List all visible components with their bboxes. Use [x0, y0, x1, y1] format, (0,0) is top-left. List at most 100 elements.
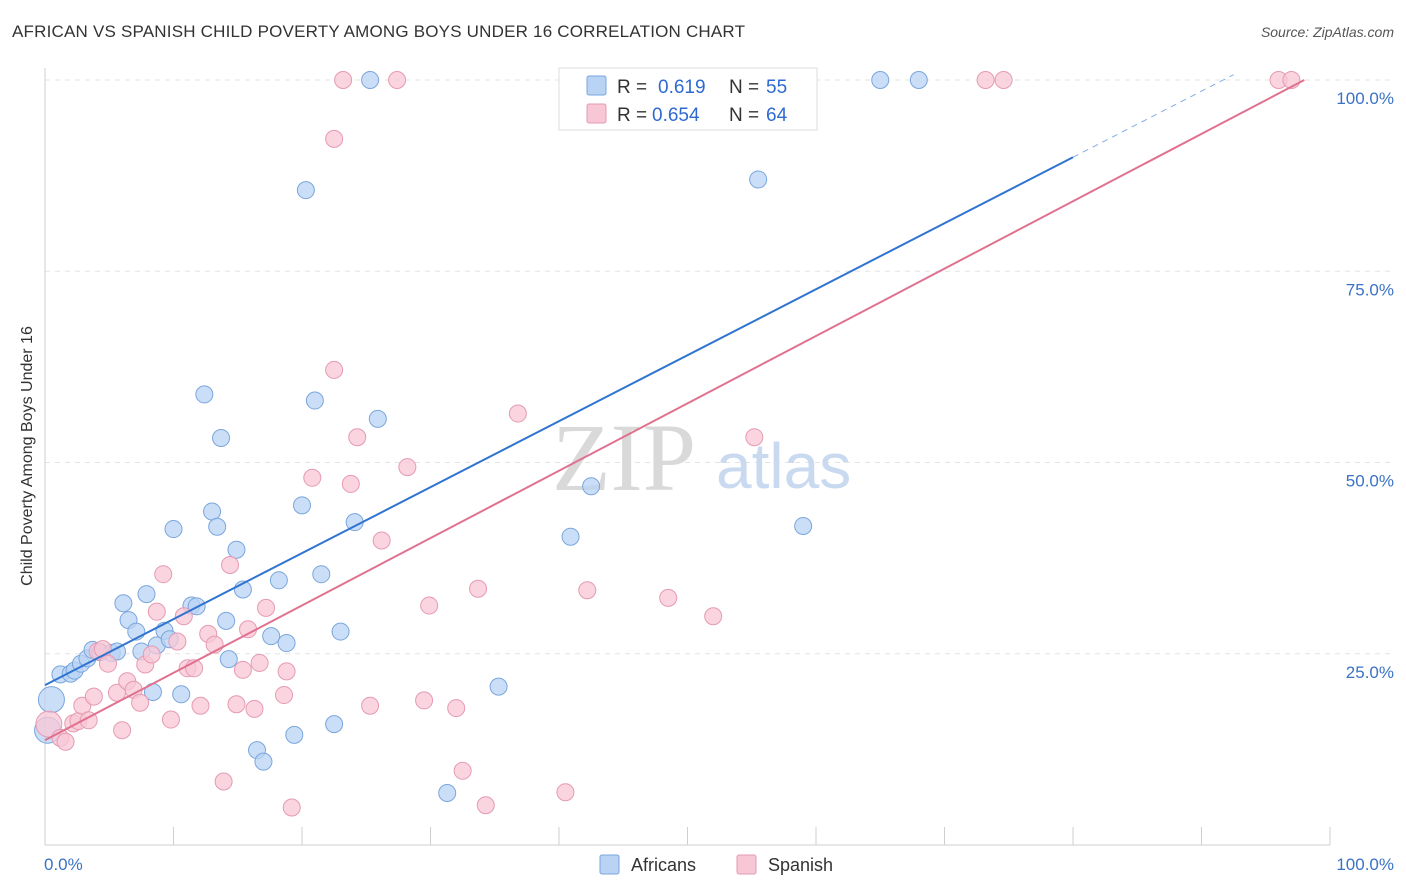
series-spanish — [35, 71, 1301, 817]
african-point-49 — [561, 527, 580, 546]
african-point-35 — [269, 571, 288, 590]
african-point-27 — [212, 429, 231, 448]
spanish-point-47 — [388, 71, 407, 89]
spanish-point-61 — [976, 71, 995, 89]
x-tick-labels: 0.0% 100.0% — [44, 855, 1394, 874]
african-point-11 — [114, 594, 133, 613]
spanish-point-43 — [341, 474, 360, 493]
bottom-legend-spanish-swatch — [736, 854, 757, 875]
spanish-point-2 — [56, 732, 75, 751]
legend-africans-r-label: R = — [617, 77, 647, 98]
spanish-point-62 — [994, 71, 1013, 89]
legend-spanish-n-label: N = — [729, 105, 759, 126]
spanish-point-60 — [745, 428, 764, 447]
legend-africans-n-label: N = — [729, 77, 759, 98]
spanish-point-41 — [325, 360, 344, 379]
african-point-15 — [137, 585, 156, 604]
spanish-point-15 — [131, 693, 150, 712]
spanish-point-58 — [659, 588, 678, 607]
african-point-48 — [489, 677, 508, 696]
african-trend-extension — [1072, 74, 1234, 158]
legend-box: R = 0.619 N = 55 R = 0.654 N = 64 — [558, 67, 818, 131]
legend-africans-n-value: 55 — [766, 77, 787, 98]
african-point-33 — [254, 752, 273, 771]
african-point-28 — [217, 611, 236, 630]
spanish-point-53 — [469, 579, 488, 598]
chart-title: AFRICAN VS SPANISH CHILD POVERTY AMONG B… — [12, 22, 746, 41]
y-tick-label-0: 25.0% — [1346, 663, 1394, 682]
spanish-point-7 — [84, 687, 103, 706]
spanish-trend-line — [44, 79, 1305, 742]
african-trend-line — [44, 156, 1074, 687]
spanish-point-25 — [191, 696, 210, 715]
spanish-point-28 — [214, 772, 233, 791]
spanish-point-18 — [147, 602, 166, 621]
spanish-point-50 — [420, 596, 439, 615]
bottom-legend: Africans Spanish — [599, 854, 833, 875]
spanish-point-52 — [453, 761, 472, 780]
spanish-point-29 — [221, 556, 240, 575]
african-point-53 — [871, 71, 890, 89]
african-point-51 — [749, 170, 768, 189]
legend-spanish-r-value: 0.654 — [652, 105, 700, 126]
legend-africans-r-value: 0.619 — [658, 77, 706, 98]
african-point-42 — [325, 715, 344, 734]
bottom-legend-africans-label: Africans — [631, 855, 696, 875]
african-point-47 — [438, 783, 457, 802]
african-point-54 — [909, 71, 928, 89]
source-label: Source: ZipAtlas.com — [1260, 24, 1394, 40]
african-point-50 — [582, 477, 601, 496]
y-tick-label-3: 100.0% — [1336, 89, 1394, 108]
spanish-point-19 — [154, 565, 173, 584]
spanish-point-31 — [233, 660, 252, 679]
spanish-point-42 — [334, 71, 353, 89]
spanish-point-45 — [361, 696, 380, 715]
african-point-46 — [368, 409, 387, 428]
african-point-26 — [208, 517, 227, 536]
spanish-point-40 — [325, 129, 344, 148]
spanish-point-39 — [303, 468, 322, 487]
spanish-point-54 — [476, 796, 495, 815]
spanish-point-36 — [275, 686, 294, 705]
african-point-40 — [305, 391, 324, 410]
watermark: ZIP atlas — [552, 404, 851, 511]
spanish-point-20 — [161, 710, 180, 729]
african-point-43 — [331, 622, 350, 641]
spanish-point-12 — [113, 721, 132, 740]
spanish-point-57 — [578, 581, 597, 600]
spanish-point-37 — [277, 662, 296, 681]
african-point-45 — [361, 71, 380, 89]
x-tick-label-0: 0.0% — [44, 855, 83, 874]
spanish-point-10 — [98, 654, 117, 673]
african-point-29 — [219, 650, 238, 669]
bottom-legend-africans-swatch — [599, 854, 620, 875]
spanish-point-34 — [250, 653, 269, 672]
spanish-point-44 — [348, 428, 367, 447]
african-point-20 — [164, 520, 183, 539]
y-tick-labels: 25.0% 50.0% 75.0% 100.0% — [1336, 89, 1394, 682]
x-tick-label-1: 100.0% — [1336, 855, 1394, 874]
african-point-24 — [195, 385, 214, 404]
y-tick-label-2: 75.0% — [1346, 280, 1394, 299]
bottom-legend-spanish-label: Spanish — [768, 855, 833, 875]
spanish-point-30 — [227, 695, 246, 714]
african-point-52 — [794, 516, 813, 535]
legend-spanish-swatch — [586, 103, 607, 124]
african-point-0 — [37, 686, 65, 714]
spanish-point-49 — [415, 691, 434, 710]
series-africans — [34, 71, 928, 802]
spanish-point-17 — [142, 645, 161, 664]
trend-lines — [44, 74, 1305, 742]
legend-africans-swatch — [586, 75, 607, 96]
spanish-point-21 — [168, 632, 187, 651]
african-point-38 — [293, 496, 311, 515]
spanish-point-38 — [282, 798, 301, 817]
african-point-25 — [203, 502, 222, 521]
spanish-point-48 — [398, 458, 417, 477]
african-point-36 — [277, 634, 296, 653]
legend-spanish-n-value: 64 — [766, 105, 788, 126]
watermark-atlas: atlas — [716, 430, 851, 502]
spanish-point-46 — [372, 531, 391, 550]
spanish-point-59 — [704, 607, 723, 626]
